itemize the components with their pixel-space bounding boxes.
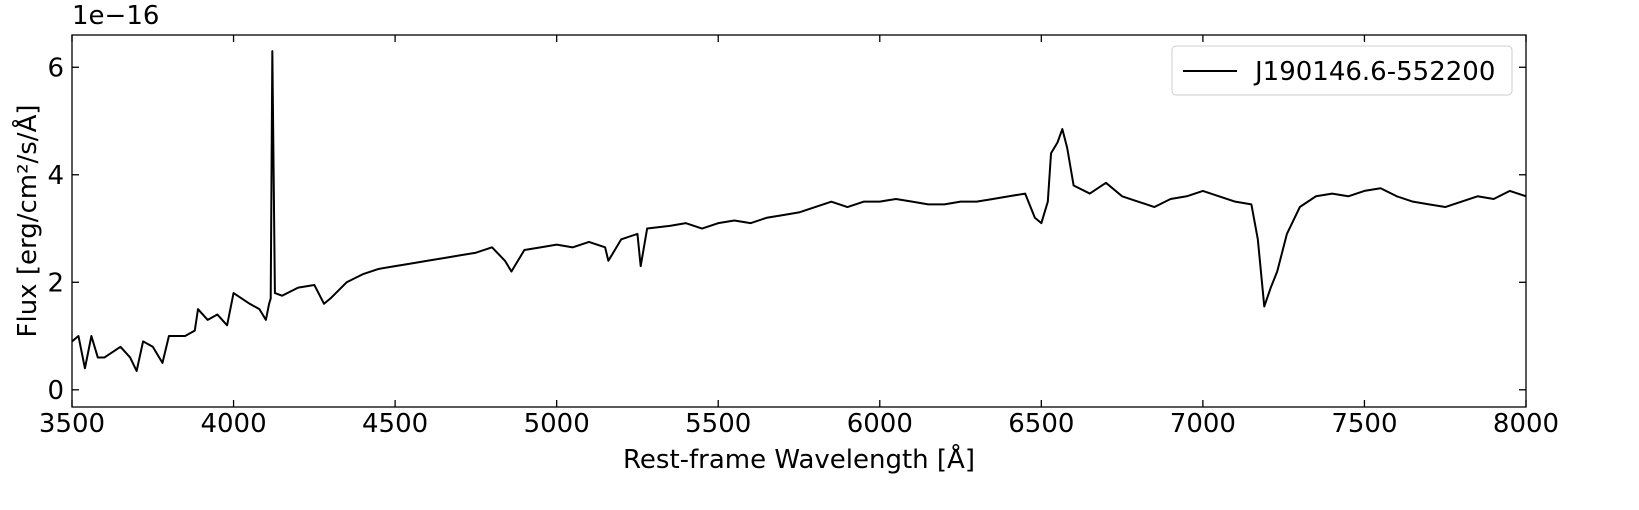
x-tick-label: 4000 [200, 409, 266, 439]
y-tick-label: 6 [47, 53, 64, 83]
x-tick-label: 5000 [524, 409, 590, 439]
y-tick-label: 2 [47, 268, 64, 298]
y-tick-label: 4 [47, 161, 64, 191]
x-tick-label: 6500 [1008, 409, 1074, 439]
x-tick-label: 4500 [362, 409, 428, 439]
spectrum-line [71, 50, 1527, 372]
y-offset-label: 1e−16 [72, 1, 159, 31]
x-tick-label: 7000 [1170, 409, 1236, 439]
y-tick-label: 0 [47, 376, 64, 406]
x-tick-label: 3500 [39, 409, 105, 439]
x-tick-label: 7500 [1331, 409, 1397, 439]
x-tick-label: 5500 [685, 409, 751, 439]
legend-label: J190146.6-552200 [1253, 57, 1495, 87]
x-axis-label: Rest-frame Wavelength [Å] [623, 443, 975, 475]
legend-box [1171, 45, 1513, 96]
y-axis-label: Flux [erg/cm²/s/Å] [11, 105, 43, 338]
x-tick-label: 6000 [847, 409, 913, 439]
plot-frame [71, 34, 1527, 408]
x-tick-label: 8000 [1493, 409, 1559, 439]
